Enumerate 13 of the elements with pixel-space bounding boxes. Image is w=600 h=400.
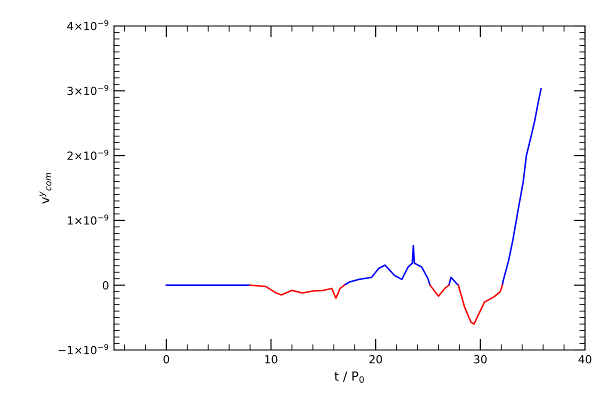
x-tick-label: 10 — [265, 355, 278, 364]
x-tick-label: 40 — [578, 355, 592, 364]
x-tick-label: 20 — [369, 355, 382, 364]
y-axis-title: v$^{y}$$_{com}$ — [40, 172, 52, 204]
x-axis-title: t / P$_{0}$ — [334, 372, 364, 383]
y-tick-label: −1×10$^{−9}$ — [58, 344, 108, 354]
x-tick-label: 0 — [164, 355, 170, 364]
y-tick-label: 3×10$^{−9}$ — [68, 84, 108, 96]
y-tick-label: 1×10$^{−9}$ — [68, 214, 108, 225]
y-tick-label: 0 — [102, 281, 108, 290]
y-tick-label: 2×10$^{−9}$ — [68, 150, 108, 160]
x-tick-label: 30 — [474, 355, 487, 364]
y-tick-label: 4×10$^{−9}$ — [67, 20, 108, 30]
